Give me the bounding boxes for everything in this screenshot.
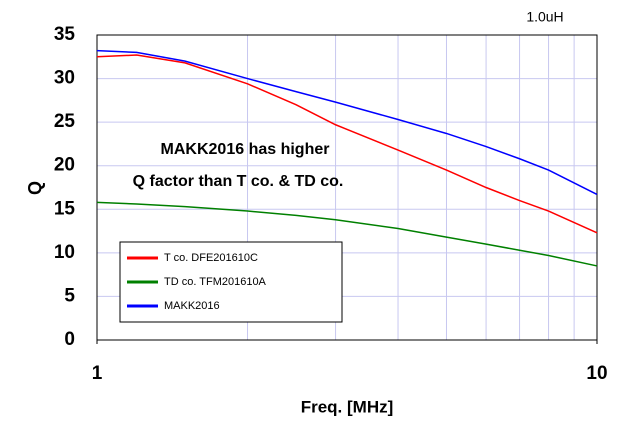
- x-tick-label: 1: [92, 363, 103, 384]
- series-line: [96, 201, 598, 267]
- legend-label: T co. DFE201610C: [164, 252, 258, 264]
- y-tick-label: 35: [54, 24, 76, 45]
- legend-label: TD co. TFM201610A: [164, 276, 267, 288]
- y-tick-label: 25: [54, 111, 76, 132]
- annotation: Q factor than T co. & TD co.: [133, 173, 344, 190]
- y-tick-label: 15: [54, 198, 76, 219]
- y-tick-label: 20: [54, 155, 75, 176]
- legend-label: MAKK2016: [164, 300, 220, 312]
- annotation: 1.0uH: [526, 9, 563, 25]
- y-axis-label: Q: [25, 181, 45, 195]
- series-line: [96, 49, 598, 196]
- y-tick-label: 5: [64, 285, 75, 306]
- x-tick-label: 10: [586, 363, 607, 384]
- x-axis-label: Freq. [MHz]: [301, 397, 394, 416]
- annotation: MAKK2016 has higher: [161, 141, 330, 158]
- y-tick-label: 30: [54, 68, 75, 89]
- y-tick-label: 10: [54, 242, 75, 263]
- y-tick-label: 0: [64, 329, 75, 350]
- plot-border: [96, 34, 598, 341]
- series-line: [96, 54, 598, 234]
